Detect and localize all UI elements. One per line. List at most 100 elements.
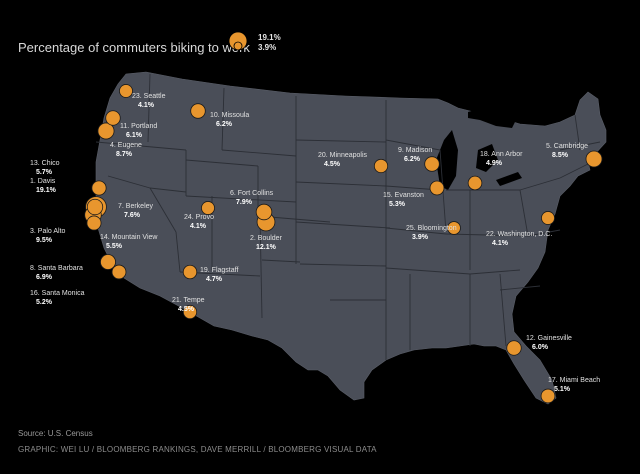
state-border-line (469, 269, 521, 275)
city-percentage: 6.1% (126, 132, 143, 139)
city-marker (119, 84, 133, 98)
city-percentage: 5.2% (36, 299, 53, 306)
state-border-line (299, 263, 387, 267)
city-marker (86, 215, 102, 231)
city-percentage: 12.1% (256, 244, 277, 251)
city-marker (190, 103, 206, 119)
city-label: 4. Eugene (110, 142, 142, 149)
city-marker (373, 158, 389, 174)
city-label: 16. Santa Monica (30, 290, 85, 297)
state-border-line (295, 221, 391, 229)
city-label: 18. Ann Arbor (480, 151, 523, 158)
city-label: 6. Fort Collins (230, 190, 274, 197)
city-marker (429, 180, 445, 196)
state-border-line (185, 159, 259, 167)
city-marker (255, 203, 273, 221)
city-label: 20. Minneapolis (318, 152, 368, 159)
city-label: 10. Missoula (210, 112, 249, 119)
city-label: 25. Bloomington (406, 225, 457, 232)
city-percentage: 6.2% (404, 156, 421, 163)
state-border-line (261, 259, 301, 263)
city-percentage: 3.9% (412, 234, 429, 241)
city-marker (86, 198, 104, 216)
city-label: 12. Gainesville (526, 335, 572, 342)
city-label: 7. Berkeley (118, 203, 154, 210)
city-label: 1. Davis (30, 178, 56, 185)
map-title: Percentage of commuters biking to work (18, 40, 250, 55)
city-percentage: 9.5% (36, 237, 53, 244)
city-percentage: 6.9% (36, 274, 53, 281)
state-border-line (221, 149, 297, 157)
legend-circle-small (233, 41, 243, 51)
state-border-line (519, 189, 529, 237)
source-note: Source: U.S. Census (18, 429, 93, 438)
city-marker (447, 221, 461, 235)
city-percentage: 7.6% (124, 212, 141, 219)
state-border-line (385, 227, 447, 235)
city-percentage: 5.1% (554, 386, 571, 393)
state-border-line (519, 177, 561, 191)
city-label: 14. Mountain View (100, 234, 158, 241)
state-border-line (259, 215, 263, 319)
legend-min-label: 3.9% (258, 43, 277, 52)
us-landmass (95, 71, 607, 405)
state-border-line (221, 87, 225, 151)
lake-superior (468, 108, 516, 128)
state-border-line (295, 181, 387, 187)
city-label: 17. Miami Beach (548, 377, 600, 384)
city-label: 3. Palo Alto (30, 228, 66, 235)
contiguous-us-shape (95, 71, 607, 405)
city-percentage: 8.7% (116, 151, 133, 158)
city-marker (111, 264, 127, 280)
city-marker (424, 156, 440, 172)
city-percentage: 6.2% (216, 121, 233, 128)
state-border-line (574, 114, 581, 151)
city-percentage: 4.9% (486, 160, 503, 167)
city-marker (91, 180, 107, 196)
city-marker (540, 388, 556, 404)
state-border-line (175, 231, 181, 273)
city-percentage: 4.1% (190, 223, 207, 230)
city-label: 24. Provo (184, 214, 214, 221)
city-percentage: 6.0% (532, 344, 549, 351)
city-marker (506, 340, 522, 356)
city-label: 9. Madison (398, 147, 432, 154)
state-border-line (147, 73, 151, 143)
state-border-line (149, 187, 187, 193)
lake-erie (496, 172, 522, 186)
city-percentage: 5.5% (106, 243, 123, 250)
city-label: 5. Cambridge (546, 143, 588, 150)
city-percentage: 5.3% (389, 201, 406, 208)
legend-circles (228, 31, 248, 51)
city-label: 15. Evanston (383, 192, 424, 199)
state-border-line (559, 141, 601, 151)
city-percentage: 4.5% (324, 161, 341, 168)
city-label: 19. Flagstaff (200, 267, 238, 274)
city-label: 23. Seattle (132, 93, 166, 100)
state-border-line (107, 175, 151, 189)
city-label: 8. Santa Barbara (30, 265, 83, 272)
city-percentage: 4.7% (206, 276, 223, 283)
city-marker (97, 122, 115, 140)
city-marker (541, 211, 555, 225)
city-percentage: 5.7% (36, 169, 53, 176)
city-label: 22. Washington, D.C. (486, 231, 552, 238)
city-marker (182, 264, 198, 280)
graphic-credit: GRAPHIC: WEI LU / BLOOMBERG RANKINGS, DA… (18, 445, 377, 454)
city-marker (182, 304, 198, 320)
city-marker (585, 150, 603, 168)
lake-huron (476, 144, 498, 172)
city-marker (105, 110, 121, 126)
city-label: 13. Chico (30, 160, 60, 167)
state-border-line (527, 229, 561, 237)
city-marker (201, 201, 215, 215)
city-marker (467, 175, 483, 191)
state-border-line (149, 187, 177, 233)
city-percentage: 19.1% (36, 187, 57, 194)
state-border-line (499, 285, 541, 291)
city-marker (100, 254, 116, 270)
city-percentage: 7.9% (236, 199, 253, 206)
state-border-line (385, 139, 441, 151)
